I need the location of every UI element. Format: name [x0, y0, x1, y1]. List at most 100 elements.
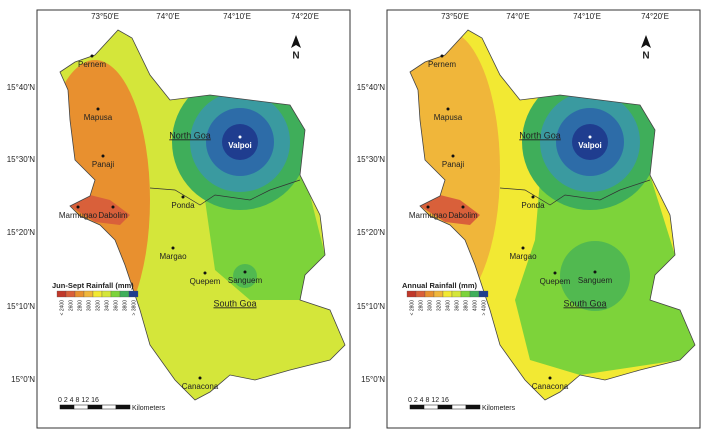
- legend-label: 3200: [436, 300, 442, 311]
- legend-label: 2600: [68, 300, 74, 311]
- place-label: Mapusa: [434, 113, 463, 122]
- scale-bar: [87, 404, 103, 410]
- legend-swatch: [110, 290, 121, 298]
- place-label: Valpoi: [228, 141, 252, 150]
- zone-sanguem: [233, 264, 257, 288]
- place-dot: [440, 54, 444, 58]
- place-label: Ponda: [171, 201, 195, 210]
- place-label: Panaji: [92, 160, 114, 169]
- place-label: Sanguem: [228, 276, 263, 285]
- legend-label: 3600: [454, 300, 460, 311]
- lon-label: 73°50'E: [91, 12, 119, 21]
- legend-swatch: [469, 290, 480, 298]
- district-boundary: [499, 179, 651, 206]
- legend-label: < 2800: [409, 300, 415, 316]
- scale-unit: Kilometers: [132, 405, 166, 412]
- lat-label: 15°40'N: [357, 83, 386, 92]
- place-dot: [426, 205, 430, 209]
- north-arrow: [641, 35, 651, 48]
- lon-label: 74°20'E: [291, 12, 319, 21]
- district-label: South Goa: [563, 298, 606, 308]
- lat-label: 15°20'N: [7, 228, 36, 237]
- place-label: Ponda: [521, 201, 545, 210]
- legend-swatch: [460, 290, 471, 298]
- lon-label: 74°10'E: [573, 12, 601, 21]
- legend-label: 3800: [463, 300, 469, 311]
- scale-bar: [451, 404, 467, 410]
- place-dot: [521, 246, 525, 250]
- district-boundary: [149, 179, 301, 206]
- scale-bar: [409, 404, 425, 410]
- place-label: Marmugao: [59, 211, 98, 220]
- scale-labels: 0 2 4 8 12 16: [408, 397, 449, 404]
- legend-swatch: [433, 290, 444, 298]
- place-dot: [90, 54, 94, 58]
- place-label: Dabolim: [448, 211, 478, 220]
- scale-bar: [59, 404, 75, 410]
- legend-label: 3000: [86, 300, 92, 311]
- legend-swatch: [101, 290, 112, 298]
- lat-label: 15°10'N: [7, 302, 36, 311]
- scale-bar: [73, 404, 89, 410]
- legend-swatch: [415, 290, 426, 298]
- place-label: Panaji: [442, 160, 464, 169]
- legend-swatch: [424, 290, 435, 298]
- north-label: N: [292, 51, 299, 62]
- map-panel: 73°50'E 74°0'E 74°10'E 74°20'E 15°40'N 15°30'…: [7, 9, 351, 429]
- scale-bar: [437, 404, 453, 410]
- place-label: Dabolim: [98, 211, 128, 220]
- legend-swatch: [56, 290, 67, 298]
- north-arrow: [291, 35, 301, 48]
- place-label: Marmugao: [409, 211, 448, 220]
- lat-label: 15°20'N: [357, 228, 386, 237]
- zone-red: [68, 195, 130, 225]
- legend-label: 3000: [427, 300, 433, 311]
- place-dot: [461, 205, 465, 209]
- district-label: North Goa: [519, 130, 561, 140]
- lon-label: 74°0'E: [506, 12, 529, 21]
- lat-label: 15°40'N: [7, 83, 36, 92]
- place-dot: [76, 205, 80, 209]
- place-dot: [548, 376, 552, 380]
- legend-swatch: [406, 290, 417, 298]
- legend-label: > 3800: [131, 300, 137, 316]
- state-outline: [59, 29, 346, 401]
- lat-label: 15°0'N: [11, 375, 35, 384]
- state-outline: [409, 29, 696, 401]
- lon-label: 73°50'E: [441, 12, 469, 21]
- zone-valpoi: [572, 124, 608, 160]
- legend-label: 4000: [472, 300, 478, 311]
- place-dot: [588, 135, 592, 139]
- scale-bar: [423, 404, 439, 410]
- legend-label: 3400: [445, 300, 451, 311]
- scale-bar: [115, 404, 131, 410]
- place-dot: [198, 376, 202, 380]
- place-label: Pernem: [78, 60, 106, 69]
- legend-swatch: [128, 290, 139, 298]
- place-dot: [101, 154, 105, 158]
- legend-swatch: [119, 290, 130, 298]
- place-label: Mapusa: [84, 113, 113, 122]
- place-label: Quepem: [190, 277, 221, 286]
- legend-title: Annual Rainfall (mm): [402, 281, 478, 290]
- place-dot: [96, 107, 100, 111]
- lat-label: 15°10'N: [357, 302, 386, 311]
- lon-label: 74°0'E: [156, 12, 179, 21]
- place-label: Canacona: [532, 382, 569, 391]
- legend-label: 3600: [113, 300, 119, 311]
- legend-swatch: [478, 290, 489, 298]
- place-dot: [553, 271, 557, 275]
- place-dot: [243, 270, 247, 274]
- scale-labels: 0 2 4 8 12 16: [58, 397, 99, 404]
- place-dot: [593, 270, 597, 274]
- scale-unit: Kilometers: [482, 405, 516, 412]
- legend-title: Jun-Sept Rainfall (mm): [52, 281, 134, 290]
- lat-label: 15°0'N: [361, 375, 385, 384]
- place-label: Sanguem: [578, 276, 613, 285]
- place-label: Pernem: [428, 60, 456, 69]
- place-label: Valpoi: [578, 141, 602, 150]
- place-dot: [181, 195, 185, 199]
- scale-bar: [101, 404, 117, 410]
- lon-label: 74°10'E: [223, 12, 251, 21]
